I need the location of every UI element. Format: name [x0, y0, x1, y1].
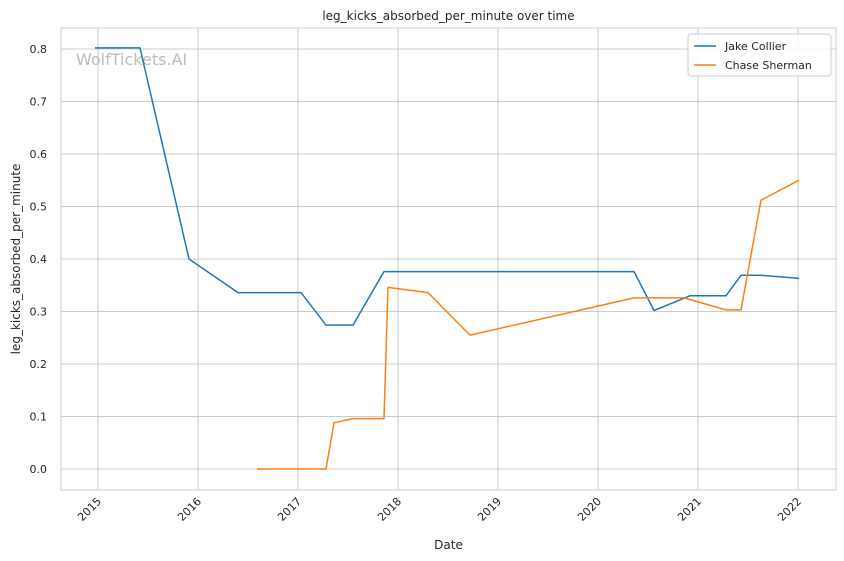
- series-line-jake-collier: [95, 47, 800, 326]
- series-lines: [95, 47, 800, 470]
- y-tick-label: 0.2: [30, 358, 48, 371]
- y-axis-label: leg_kicks_absorbed_per_minute: [9, 164, 23, 355]
- y-tick-label: 0.8: [30, 43, 48, 56]
- watermark-text: WolfTickets.AI: [76, 50, 187, 69]
- legend-label: Jake Collier: [724, 40, 787, 53]
- y-tick-label: 0.4: [30, 253, 48, 266]
- gridlines: [61, 28, 836, 490]
- x-axis-label: Date: [434, 538, 463, 552]
- y-tick-label: 0.0: [30, 463, 48, 476]
- plot-frame: [60, 27, 837, 491]
- legend-label: Chase Sherman: [725, 59, 812, 72]
- y-tick-label: 0.1: [30, 411, 48, 424]
- y-tick-label: 0.7: [30, 96, 48, 109]
- y-tick-label: 0.6: [30, 148, 48, 161]
- legend: Jake Collier Chase Sherman: [687, 33, 832, 77]
- series-line-chase-sherman: [257, 179, 800, 470]
- y-tick-label: 0.3: [30, 306, 48, 319]
- chart-title: leg_kicks_absorbed_per_minute over time: [322, 9, 574, 23]
- legend-box: [687, 33, 832, 77]
- y-tick-label: 0.5: [30, 201, 48, 214]
